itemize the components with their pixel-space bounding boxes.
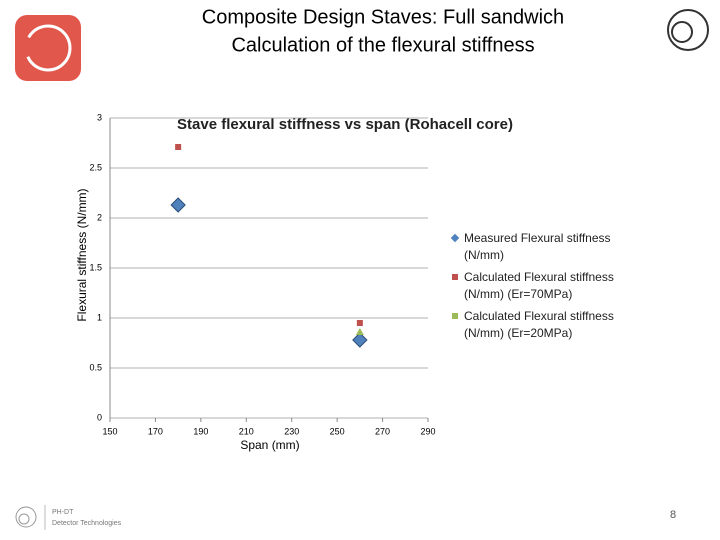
- legend-swatch: [452, 313, 458, 319]
- x-tick-label: 190: [193, 426, 208, 436]
- slide-title: Composite Design Staves: Full sandwich: [202, 6, 564, 28]
- cern-logo: [667, 9, 709, 51]
- x-axis-label: Span (mm): [240, 438, 299, 452]
- y-tick-label: 1: [97, 312, 102, 322]
- legend-label: Measured Flexural stiffness (N/mm): [464, 231, 611, 262]
- point: [352, 332, 368, 348]
- legend-swatch: [450, 233, 460, 243]
- legend: Measured Flexural stiffness (N/mm) Calcul…: [450, 230, 637, 347]
- legend-entry: Calculated Flexural stiffness (N/mm) (Er…: [452, 269, 637, 303]
- x-tick-label: 290: [420, 426, 435, 436]
- point: [356, 320, 363, 326]
- y-tick-label: 3: [97, 112, 102, 122]
- x-tick-label: 270: [375, 426, 390, 436]
- footer-logo: [15, 506, 37, 528]
- point: [170, 197, 186, 213]
- point: [175, 144, 182, 150]
- legend-entry: Measured Flexural stiffness (N/mm): [450, 230, 637, 264]
- x-tick-label: 170: [148, 426, 163, 436]
- y-tick-label: 0.5: [89, 362, 102, 372]
- y-tick-label: 2: [97, 212, 102, 222]
- footer-text: PH-DT: [52, 509, 74, 516]
- point: [355, 328, 364, 335]
- legend-label: Calculated Flexural stiffness (N/mm) (Er…: [464, 270, 614, 301]
- x-tick-label: 150: [102, 426, 117, 436]
- y-tick-label: 0: [97, 412, 102, 422]
- y-tick-label: 1.5: [89, 262, 102, 272]
- footer-text: Detector Technologies: [52, 520, 122, 527]
- slide-title: Calculation of the flexural stiffness: [231, 34, 534, 56]
- legend-swatch: [452, 274, 458, 280]
- legend-entry: Calculated Flexural stiffness (N/mm) (Er…: [452, 308, 637, 342]
- x-tick-label: 250: [330, 426, 345, 436]
- y-tick-label: 2.5: [89, 162, 102, 172]
- page-number: 8: [670, 509, 676, 521]
- y-axis-label: Flexural stiffness (N/mm): [75, 188, 89, 321]
- x-tick-label: 230: [284, 426, 299, 436]
- clic-logo-mark: [24, 24, 72, 72]
- chart-title: Stave flexural stiffness vs span (Rohace…: [177, 116, 513, 133]
- x-tick-label: 210: [239, 426, 254, 436]
- legend-label: Calculated Flexural stiffness (N/mm) (Er…: [464, 309, 614, 340]
